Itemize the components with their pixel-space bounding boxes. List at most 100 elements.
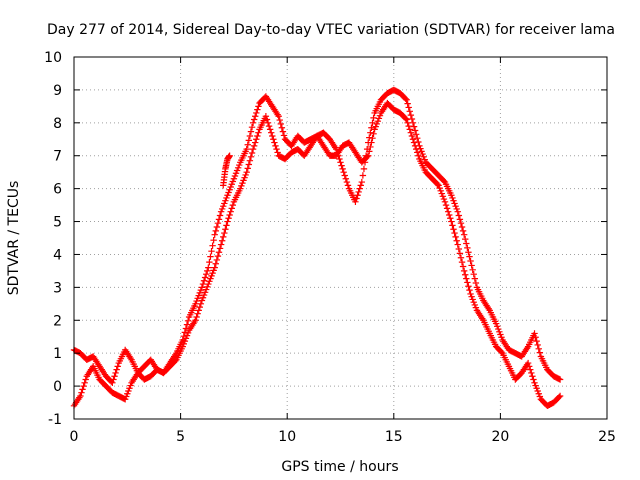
data-point <box>356 185 363 192</box>
data-point <box>466 253 473 260</box>
y-tick-label: -1 <box>48 412 62 428</box>
data-point <box>450 197 457 204</box>
data-point <box>472 304 480 311</box>
data-point <box>463 275 470 282</box>
data-point <box>248 124 256 131</box>
data-point <box>184 329 192 337</box>
data-point <box>278 124 286 131</box>
data-point <box>276 116 283 124</box>
data-point <box>238 182 245 190</box>
data-point <box>449 194 456 202</box>
data-point <box>530 376 537 383</box>
data-point <box>126 385 133 392</box>
data-point <box>353 195 360 202</box>
y-tick-label: 0 <box>53 379 62 395</box>
data-point <box>112 369 119 377</box>
data-point <box>441 198 449 205</box>
data-point <box>411 127 419 134</box>
data-point <box>455 245 463 253</box>
data-point <box>371 126 378 133</box>
data-point <box>535 390 542 397</box>
data-point <box>221 200 228 207</box>
data-point <box>244 165 251 172</box>
y-tick-label: 9 <box>53 83 62 99</box>
x-tick-label: 10 <box>278 429 296 445</box>
data-point <box>182 335 190 342</box>
data-point <box>420 153 427 161</box>
data-point <box>222 226 229 233</box>
data-point <box>240 177 247 184</box>
data-point <box>211 264 218 271</box>
data-point <box>269 132 276 140</box>
data-point <box>448 192 455 199</box>
data-point <box>214 252 222 260</box>
data-point <box>534 387 541 395</box>
data-point <box>408 132 416 140</box>
data-point <box>494 323 501 330</box>
data-point <box>469 296 476 303</box>
data-point <box>450 226 457 233</box>
data-point <box>336 155 343 163</box>
data-point <box>214 219 222 227</box>
data-point <box>78 389 85 396</box>
data-point <box>201 274 209 281</box>
data-point <box>555 393 563 401</box>
data-point <box>471 275 479 282</box>
data-point <box>183 332 191 339</box>
data-point <box>210 236 217 244</box>
data-point <box>468 262 475 269</box>
data-point <box>357 182 364 189</box>
data-point <box>402 115 409 122</box>
data-point <box>443 205 451 212</box>
data-point <box>232 170 240 177</box>
data-point <box>253 136 260 143</box>
data-point <box>194 310 201 317</box>
y-axis-label: SDTVAR / TECUs <box>6 181 22 296</box>
data-point <box>448 218 455 225</box>
data-point <box>249 145 257 153</box>
data-point <box>412 131 420 138</box>
data-point <box>250 142 258 150</box>
data-point <box>337 159 344 166</box>
data-point <box>250 116 258 123</box>
data-point <box>224 192 231 199</box>
y-tick-label: 3 <box>53 280 62 296</box>
y-tick-label: 5 <box>53 215 62 231</box>
data-point <box>225 189 232 196</box>
data-point <box>457 219 465 227</box>
data-point <box>414 149 421 156</box>
data-point <box>264 119 272 127</box>
data-point <box>266 126 274 133</box>
data-point <box>464 244 471 252</box>
data-point <box>372 123 379 130</box>
data-point <box>172 357 179 365</box>
data-point <box>452 202 459 210</box>
plot-frame <box>73 56 608 420</box>
data-point <box>469 266 476 274</box>
data-point <box>184 317 192 325</box>
data-point <box>459 227 467 235</box>
data-point <box>254 132 261 140</box>
data-point <box>179 343 186 350</box>
data-point <box>525 363 533 370</box>
data-point <box>462 235 469 243</box>
data-point <box>208 247 215 255</box>
data-point <box>217 241 225 248</box>
data-point <box>436 184 443 192</box>
data-point <box>341 172 348 179</box>
data-point <box>458 258 466 266</box>
data-point <box>123 393 130 400</box>
data-point <box>275 113 282 120</box>
data-point <box>536 393 544 400</box>
data-point <box>438 190 445 197</box>
data-point <box>206 278 213 285</box>
data-point <box>374 117 382 125</box>
data-point <box>111 373 118 380</box>
data-point <box>495 325 502 333</box>
data-point <box>239 179 246 187</box>
data-point <box>534 341 541 349</box>
data-point <box>223 222 230 229</box>
data-point <box>197 300 205 308</box>
data-point <box>467 257 474 265</box>
